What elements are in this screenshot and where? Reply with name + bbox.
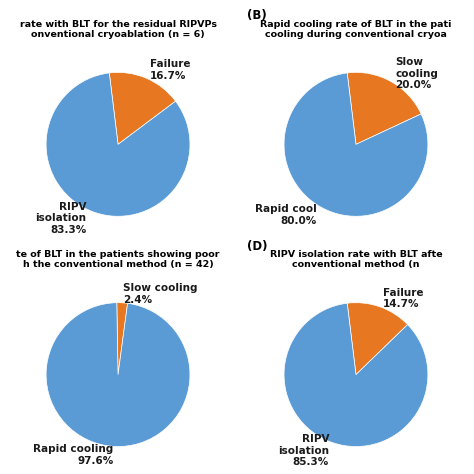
Wedge shape (284, 303, 428, 447)
Text: RIPV isolation rate with BLT afte
conventional method (n: RIPV isolation rate with BLT afte conven… (270, 250, 442, 269)
Text: Slow
cooling
20.0%: Slow cooling 20.0% (395, 57, 438, 91)
Text: Rapid cooling rate of BLT in the pati
cooling during conventional cryoa: Rapid cooling rate of BLT in the pati co… (260, 19, 452, 39)
Wedge shape (46, 73, 190, 216)
Text: (D): (D) (247, 240, 268, 253)
Text: Slow cooling
2.4%: Slow cooling 2.4% (123, 283, 197, 305)
Text: (B): (B) (247, 9, 267, 22)
Wedge shape (46, 303, 190, 447)
Text: Rapid cooling
97.6%: Rapid cooling 97.6% (33, 444, 113, 466)
Wedge shape (109, 73, 175, 145)
Wedge shape (347, 73, 421, 145)
Wedge shape (284, 73, 428, 216)
Text: RIPV
isolation
83.3%: RIPV isolation 83.3% (36, 202, 86, 235)
Text: rate with BLT for the residual RIPVPs
onventional cryoablation (n = 6): rate with BLT for the residual RIPVPs on… (19, 19, 217, 39)
Wedge shape (117, 303, 128, 374)
Text: te of BLT in the patients showing poor
h the conventional method (n = 42): te of BLT in the patients showing poor h… (16, 250, 220, 269)
Text: Failure
14.7%: Failure 14.7% (383, 288, 423, 310)
Text: Failure
16.7%: Failure 16.7% (150, 59, 190, 81)
Text: RIPV
isolation
85.3%: RIPV isolation 85.3% (278, 434, 329, 467)
Wedge shape (347, 303, 408, 374)
Text: Rapid cool
80.0%: Rapid cool 80.0% (255, 204, 317, 226)
